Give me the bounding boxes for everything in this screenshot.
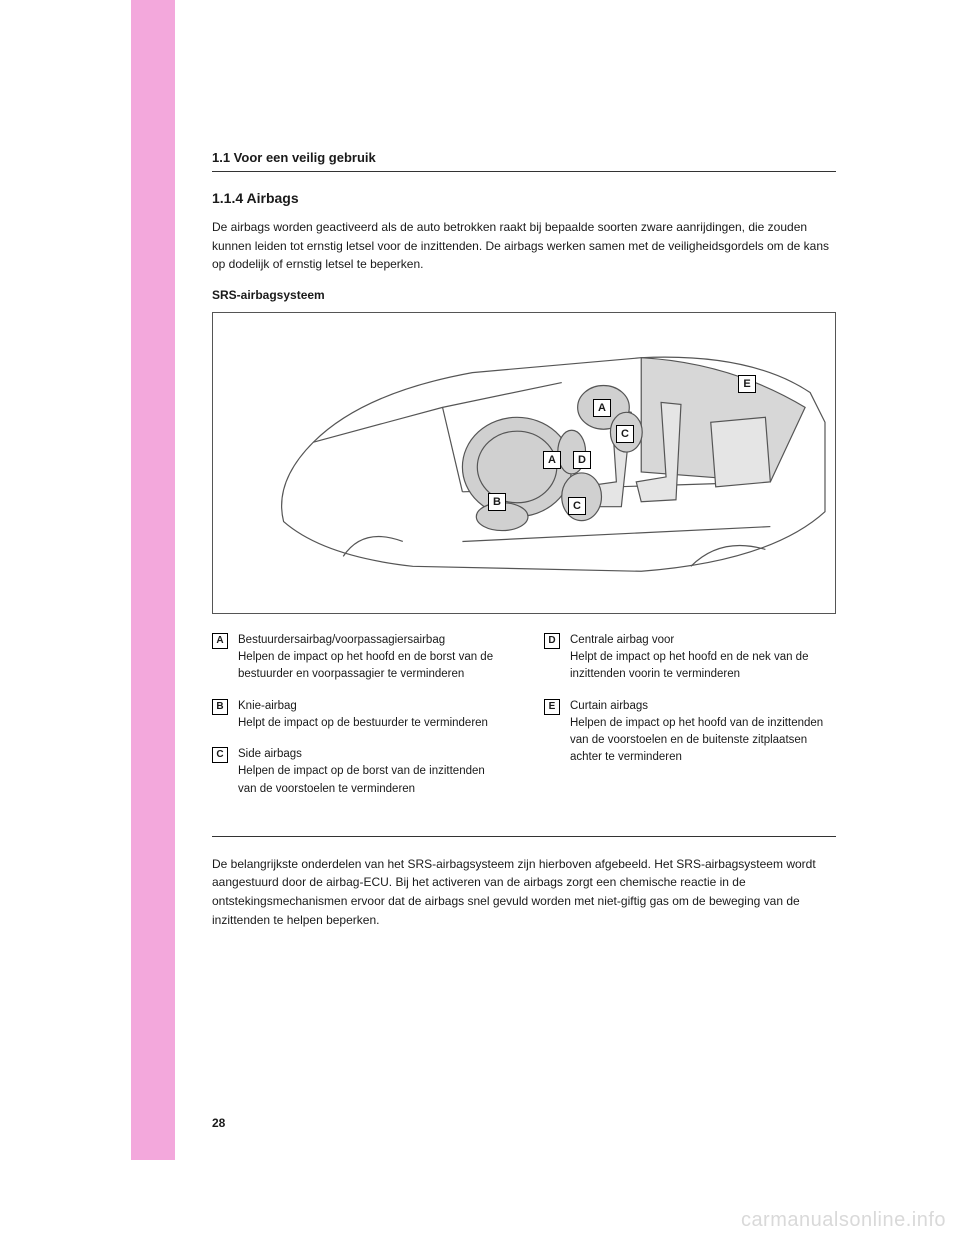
diagram-callout-e: E (738, 375, 756, 393)
airbag-diagram: ADBCACE (212, 312, 836, 614)
legend-text: Side airbagsHelpen de impact op de borst… (238, 746, 504, 798)
page-number: 28 (212, 1116, 225, 1130)
legend-title: Bestuurdersairbag/voorpassagiersairbag (238, 632, 504, 649)
legend-title: Centrale airbag voor (570, 632, 836, 649)
legend-item-a: A Bestuurdersairbag/voorpassagiersairbagH… (212, 632, 504, 684)
legend-key-d: D (544, 633, 560, 649)
subsection-title: 1.1.4 Airbags (212, 190, 836, 206)
legend-desc: Helpen de impact op de borst van de inzi… (238, 763, 504, 798)
legend-desc: Helpt de impact op het hoofd en de nek v… (570, 649, 836, 684)
watermark: carmanualsonline.info (741, 1209, 946, 1232)
diagram-callout-d: D (573, 451, 591, 469)
legend: ABestuurdersairbag/voorpassagiersairbagH… (212, 632, 836, 812)
legend-desc: Helpt de impact op de bestuurder te verm… (238, 715, 488, 732)
divider (212, 836, 836, 837)
legend-text: Bestuurdersairbag/voorpassagiersairbagHe… (238, 632, 504, 684)
legend-desc: Helpen de impact op het hoofd van de inz… (570, 715, 836, 767)
legend-key-e: E (544, 699, 560, 715)
closing-paragraph: De belangrijkste onderdelen van het SRS-… (212, 855, 836, 929)
legend-title: Side airbags (238, 746, 504, 763)
legend-text: Centrale airbag voorHelpt de impact op h… (570, 632, 836, 684)
page-content: 1.1 Voor een veilig gebruik 1.1.4 Airbag… (212, 150, 836, 943)
legend-text: Curtain airbagsHelpen de impact op het h… (570, 698, 836, 767)
legend-item-b: B Knie-airbagHelpt de impact op de bestuu… (212, 698, 504, 733)
diagram-callout-a: A (593, 399, 611, 417)
car-cutaway-svg (213, 313, 835, 613)
system-label: SRS-airbagsysteem (212, 288, 836, 302)
legend-item-d: D Centrale airbag voorHelpt de impact op … (544, 632, 836, 684)
legend-desc: Helpen de impact op het hoofd en de bors… (238, 649, 504, 684)
legend-text: Knie-airbagHelpt de impact op de bestuur… (238, 698, 488, 733)
diagram-callout-c: C (616, 425, 634, 443)
legend-item-c: C Side airbagsHelpen de impact op de bors… (212, 746, 504, 798)
legend-key-a: A (212, 633, 228, 649)
legend-item-e: E Curtain airbagsHelpen de impact op het … (544, 698, 836, 767)
legend-title: Curtain airbags (570, 698, 836, 715)
diagram-callout-a: A (543, 451, 561, 469)
legend-title: Knie-airbag (238, 698, 488, 715)
legend-key-b: B (212, 699, 228, 715)
section-header: 1.1 Voor een veilig gebruik (212, 150, 836, 172)
intro-paragraph: De airbags worden geactiveerd als de aut… (212, 218, 836, 274)
legend-column-right: D Centrale airbag voorHelpt de impact op … (544, 632, 836, 812)
diagram-callout-b: B (488, 493, 506, 511)
legend-column-left: ABestuurdersairbag/voorpassagiersairbagH… (212, 632, 504, 812)
diagram-callout-c: C (568, 497, 586, 515)
chapter-tab (131, 0, 175, 1160)
legend-key-c: C (212, 747, 228, 763)
